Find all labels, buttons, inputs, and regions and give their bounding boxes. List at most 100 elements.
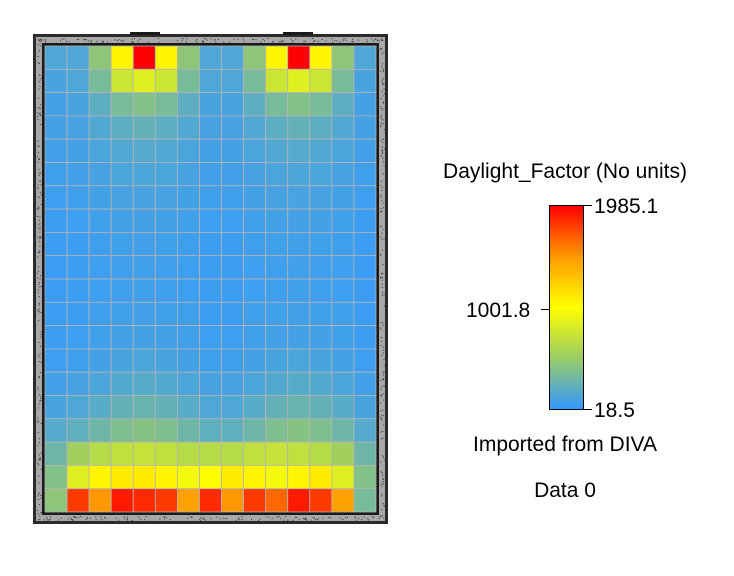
heatmap-cell xyxy=(88,208,112,233)
heatmap-cell xyxy=(221,441,244,466)
heatmap-cell xyxy=(199,464,222,490)
wall-speckle xyxy=(383,364,385,366)
heatmap-cell xyxy=(353,162,377,187)
heatmap-cell xyxy=(265,162,289,187)
heatmap-cell xyxy=(353,488,377,513)
heatmap-cell xyxy=(243,162,267,187)
heatmap-cell xyxy=(221,301,244,326)
wall-speckle xyxy=(339,41,341,43)
wall-speckle xyxy=(38,97,40,99)
wall-speckle xyxy=(380,395,382,397)
heatmap-cell xyxy=(44,464,68,490)
wall-speckle xyxy=(40,334,42,336)
heatmap-cell xyxy=(66,231,90,257)
wall-speckle xyxy=(39,403,40,405)
heatmap-cell xyxy=(353,138,377,163)
heatmap-cell xyxy=(110,464,134,490)
wall-speckle xyxy=(48,519,50,521)
wall-speckle xyxy=(382,264,384,266)
heatmap-cell xyxy=(44,162,68,187)
wall-speckle xyxy=(382,474,384,476)
wall-speckle xyxy=(380,106,382,108)
wall-speckle xyxy=(40,468,42,470)
wall-speckle xyxy=(303,40,305,42)
heatmap-cell xyxy=(110,418,134,443)
wall-speckle xyxy=(376,39,378,41)
heatmap-cell xyxy=(132,45,156,70)
heatmap-cell xyxy=(176,418,200,443)
heatmap-cell xyxy=(243,301,267,326)
wall-speckle xyxy=(39,107,41,109)
heatmap-cell xyxy=(88,301,112,326)
wall-speckle xyxy=(118,519,120,521)
heatmap-cell xyxy=(243,348,267,373)
wall-speckle xyxy=(229,41,231,43)
wall-speckle xyxy=(37,309,39,311)
heatmap-cell xyxy=(110,208,134,233)
wall-speckle xyxy=(382,349,384,351)
heatmap-cell xyxy=(331,441,355,466)
wall-speckle xyxy=(38,168,40,170)
heatmap-cell xyxy=(199,371,222,396)
wall-speckle xyxy=(100,516,102,518)
wall-speckle xyxy=(220,518,222,520)
wall-speckle xyxy=(380,340,382,342)
wall-speckle xyxy=(41,39,42,41)
wall-speckle xyxy=(95,516,97,518)
heatmap-cell xyxy=(265,45,289,70)
wall-speckle xyxy=(383,352,384,354)
wall-speckle xyxy=(47,519,49,521)
wall-speckle xyxy=(37,513,39,515)
wall-speckle xyxy=(374,39,376,41)
wall-speckle xyxy=(90,41,92,43)
heatmap-cell xyxy=(331,488,355,513)
wall-speckle xyxy=(334,40,336,41)
wall-speckle xyxy=(37,277,39,279)
wall-speckle xyxy=(283,40,285,42)
wall-speckle xyxy=(39,353,41,355)
heatmap-cell xyxy=(199,162,222,187)
wall-speckle xyxy=(186,41,187,43)
heatmap-cell xyxy=(154,92,178,117)
heatmap-cell xyxy=(243,45,267,70)
wall-speckle xyxy=(380,98,382,100)
wall-speckle xyxy=(37,462,39,464)
wall-speckle xyxy=(380,185,382,187)
wall-speckle xyxy=(382,39,384,41)
heatmap-cell xyxy=(66,348,90,373)
heatmap-cell xyxy=(243,231,267,257)
wall-speckle xyxy=(39,108,41,110)
wall-speckle xyxy=(126,519,128,521)
wall-speckle xyxy=(381,146,383,148)
wall-speckle xyxy=(306,519,308,521)
wall-speckle xyxy=(363,516,365,518)
heatmap-cell xyxy=(287,348,311,373)
wall-speckle xyxy=(37,252,39,254)
heatmap-cell xyxy=(110,278,134,303)
wall-speckle xyxy=(38,482,40,484)
wall-speckle xyxy=(382,173,384,175)
wall-speckle xyxy=(304,518,306,520)
wall-speckle xyxy=(37,493,39,495)
wall-speckle xyxy=(37,272,38,274)
heatmap-cell xyxy=(331,185,355,210)
heatmap-cell xyxy=(176,278,200,303)
wall-speckle xyxy=(381,277,383,278)
wall-speckle xyxy=(380,253,382,255)
wall-speckle xyxy=(383,456,384,458)
heatmap-cell xyxy=(353,115,377,140)
heatmap-cell xyxy=(221,45,244,70)
wall-speckle xyxy=(281,41,283,43)
wall-speckle xyxy=(37,112,39,114)
heatmap-cell xyxy=(221,255,244,280)
wall-speckle xyxy=(382,324,384,326)
tick-label-max: 1985.1 xyxy=(594,195,659,218)
wall-speckle xyxy=(241,519,243,521)
wall-speckle xyxy=(312,517,314,519)
heatmap-cell xyxy=(44,92,68,117)
wall-speckle xyxy=(39,252,40,253)
heatmap-cell xyxy=(44,68,68,94)
wall-speckle xyxy=(381,386,382,388)
wall-speckle xyxy=(37,56,39,57)
wall-speckle xyxy=(68,518,70,520)
